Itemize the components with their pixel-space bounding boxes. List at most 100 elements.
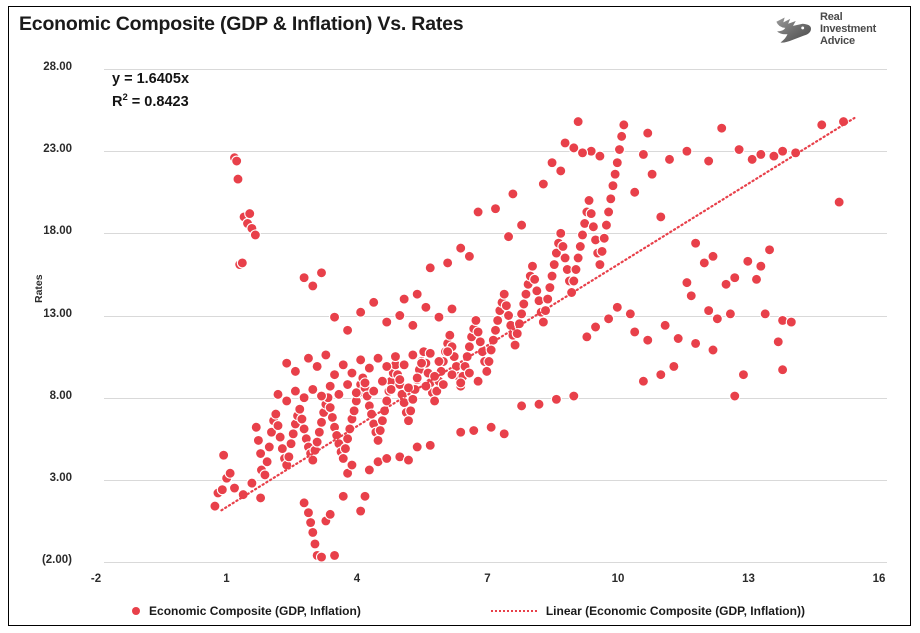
scatter-point [324,508,336,520]
scatter-point [668,360,680,372]
scatter-point [529,273,541,285]
scatter-point [607,180,619,192]
scatter-point [559,137,571,149]
scatter-point [557,240,569,253]
scatter-point [381,452,393,465]
scatter-point [685,290,697,302]
legend-label-trendline: Linear (Economic Composite (GDP, Inflati… [545,604,805,618]
scatter-point [833,196,845,208]
scatter-point [307,383,319,396]
scatter-point [407,319,419,331]
scatter-point [690,337,702,349]
scatter-point [568,142,580,154]
gridline [104,233,887,235]
scatter-point [433,311,445,323]
scatter-point [777,145,789,157]
scatter-point [359,377,371,389]
scatter-point [594,150,606,162]
scatter-point [329,311,341,323]
scatter-point [265,426,278,438]
y-axis-tick-label: 18.00 [43,225,72,238]
scatter-point [231,155,243,167]
scatter-point [470,314,482,326]
page-title: Economic Composite (GDP & Inflation) Vs.… [19,13,464,35]
scatter-point [272,388,284,400]
scatter-point [720,278,732,290]
scatter-point [272,420,284,432]
scatter-point [444,329,456,341]
scatter-point [363,362,375,374]
scatter-point [311,360,323,372]
scatter-point [463,367,475,379]
scatter-point [368,296,380,308]
legend-item-trendline[interactable]: Linear (Economic Composite (GDP, Inflati… [490,604,805,618]
scatter-point [618,119,630,131]
scatter-point [559,252,571,264]
scatter-point [548,259,560,271]
y-axis-tick-label: (2.00) [41,554,72,566]
scatter-point [216,484,228,496]
scatter-point [703,155,715,167]
scatter-point [763,244,776,256]
scatter-point [402,382,415,394]
scatter-point [307,526,319,538]
scatter-point [283,451,295,463]
scatter-point [259,469,271,481]
scatter-point [402,415,415,427]
chart-legend: Economic Composite (GDP, Inflation) Line… [17,597,920,625]
x-axis-tick-label: 10 [611,573,625,585]
x-axis-tick-label: 7 [484,573,491,585]
scatter-point [742,255,754,267]
scatter-point [716,122,728,134]
scatter-point [489,203,502,215]
scatter-point [672,332,684,345]
y-axis-tick-label: 28.00 [43,61,72,73]
scatter-point [398,293,410,305]
scatter-point [629,186,641,198]
scatter-point [589,321,602,333]
scatter-point [546,157,558,169]
scatter-point [659,319,671,331]
x-axis-tick-label: 4 [353,573,361,585]
scatter-point [583,194,595,207]
scatter-point [411,372,423,384]
scatter-point [394,309,406,322]
scatter-point [342,378,354,391]
scatter-point [424,347,436,359]
scatter-point [385,383,397,396]
scatter-point [611,301,623,313]
scatter-point [707,250,719,262]
gridline [104,479,887,481]
scatter-point [274,431,286,443]
scatter-point [468,424,480,437]
scatter-point [363,464,375,476]
scatter-point [759,308,771,320]
r-squared-value: R2 = 0.8423 [112,91,189,110]
scatter-point [389,351,402,363]
scatter-point [502,231,515,243]
scatter-point [329,369,341,381]
scatter-point [816,119,828,131]
gridline [104,151,887,153]
gridline [104,69,887,70]
scatter-point [246,477,258,489]
scatter-point [355,505,367,517]
scatter-point [574,240,586,253]
scatter-point [232,173,244,185]
scatter-point [263,441,275,453]
scatter-point [507,188,519,200]
scatter-point [600,219,612,231]
scatter-point [446,303,458,315]
scatter-point [568,390,580,402]
scatter-point [442,346,454,358]
scatter-point [637,375,649,387]
x-axis-tick-label: 13 [742,573,755,585]
logo-line-3: Advice [820,34,855,47]
scatter-point [315,267,328,279]
scatter-point [255,447,267,460]
scatter-point [472,206,484,218]
scatter-point [261,456,273,468]
scatter-point [609,168,621,180]
legend-item-scatter[interactable]: Economic Composite (GDP, Inflation) [132,604,361,618]
scatter-point [298,497,310,509]
